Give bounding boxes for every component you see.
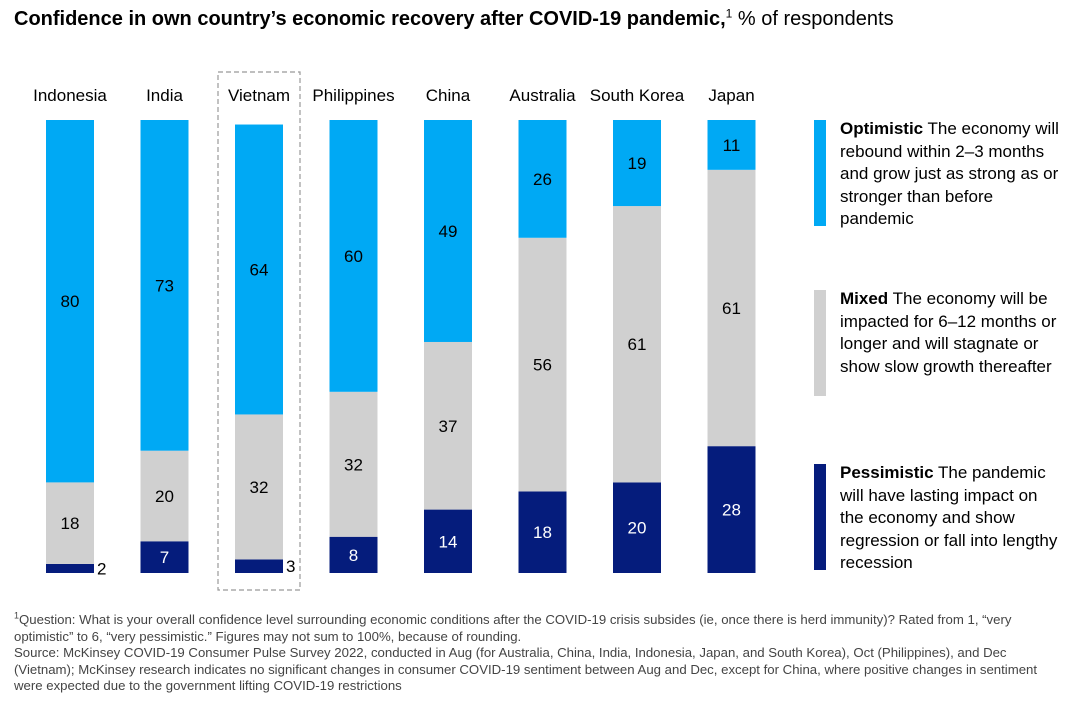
data-label-pessimistic-vietnam: 3 [286, 557, 295, 576]
data-label-pessimistic-philippines: 8 [349, 546, 358, 565]
data-label-optimistic-japan: 11 [723, 136, 741, 155]
source-note: Source: McKinsey COVID-19 Consumer Pulse… [14, 645, 1038, 693]
chart-title-unit: % of respondents [732, 8, 894, 30]
legend-swatch-optimistic [814, 120, 826, 226]
data-label-mixed-indonesia: 18 [61, 514, 80, 533]
bar-segment-mixed-australia [518, 237, 567, 492]
bar-segment-mixed-india [140, 450, 189, 542]
data-label-optimistic-vietnam: 64 [250, 260, 269, 279]
data-label-pessimistic-australia: 18 [533, 523, 552, 542]
stacked-bar-chart: Indonesia 2 18 80 India 7 20 73 Vietnam 3 32 64 Phil… [33, 71, 756, 591]
data-label-optimistic-india: 73 [155, 276, 174, 295]
legend-label-mixed: Mixed [840, 289, 889, 308]
footnotes: 1Question: What is your overall confiden… [14, 610, 1064, 695]
data-label-mixed-japan: 61 [722, 299, 741, 318]
bar-segment-mixed-philippines [329, 391, 378, 537]
bar-segment-optimistic-china [424, 120, 472, 342]
bar-segment-mixed-vietnam [235, 414, 283, 560]
bar-segment-pessimistic-philippines [329, 536, 378, 573]
bar-segment-mixed-indonesia [46, 482, 94, 564]
chart-title: Confidence in own country’s economic rec… [14, 6, 894, 31]
bar-segment-pessimistic-indonesia [46, 563, 94, 573]
bar-segment-mixed-japan [707, 169, 756, 447]
bar-segment-optimistic-indonesia [46, 120, 94, 483]
data-label-optimistic-indonesia: 80 [61, 292, 80, 311]
bar-segment-pessimistic-china [424, 509, 472, 573]
bar-segment-mixed-south-korea [613, 206, 661, 483]
chart-title-main: Confidence in own country’s economic rec… [14, 8, 726, 30]
data-label-pessimistic-china: 14 [439, 532, 458, 551]
data-label-pessimistic-indonesia: 2 [97, 559, 106, 578]
data-label-pessimistic-japan: 28 [722, 501, 741, 520]
category-label-china: China [426, 86, 471, 105]
bar-segment-pessimistic-japan [707, 446, 756, 573]
data-label-optimistic-south-korea: 19 [628, 154, 647, 173]
data-label-optimistic-china: 49 [439, 222, 458, 241]
category-label-india: India [146, 86, 183, 105]
legend-description-mixed: The economy will be impacted for 6–12 mo… [840, 289, 1057, 376]
bar-segment-optimistic-india [140, 120, 189, 451]
bar-segment-optimistic-vietnam [235, 124, 283, 415]
bar-segment-optimistic-south-korea [613, 120, 661, 207]
category-label-australia: Australia [509, 86, 576, 105]
data-label-mixed-south-korea: 61 [628, 335, 647, 354]
category-label-vietnam: Vietnam [228, 86, 290, 105]
data-label-mixed-vietnam: 32 [250, 478, 269, 497]
bar-segment-optimistic-philippines [329, 120, 378, 392]
legend-description-pessimistic: The pandemic will have lasting impact on… [840, 463, 1058, 572]
bar-segment-optimistic-australia [518, 120, 567, 238]
data-label-optimistic-philippines: 60 [344, 247, 363, 266]
data-label-mixed-philippines: 32 [344, 455, 363, 474]
data-label-mixed-china: 37 [439, 417, 458, 436]
category-label-philippines: Philippines [312, 86, 394, 105]
legend-label-pessimistic: Pessimistic [840, 463, 934, 482]
data-label-optimistic-australia: 26 [533, 170, 552, 189]
legend-swatch-mixed [814, 290, 826, 396]
data-label-pessimistic-south-korea: 20 [628, 519, 647, 538]
bar-segment-pessimistic-india [140, 541, 189, 573]
question-footnote-text: Question: What is your overall confidenc… [14, 612, 1012, 644]
chart-title-footnote-marker: 1 [725, 6, 733, 21]
highlight-box-vietnam [217, 71, 301, 591]
footnote-marker: 1 [14, 610, 20, 621]
category-label-indonesia: Indonesia [33, 86, 107, 105]
category-label-japan: Japan [708, 86, 754, 105]
data-label-pessimistic-india: 7 [160, 548, 169, 567]
bar-segment-pessimistic-south-korea [613, 482, 661, 573]
data-label-mixed-india: 20 [155, 487, 174, 506]
category-label-south-korea: South Korea [590, 86, 685, 105]
bar-segment-mixed-china [424, 341, 472, 510]
bar-segment-optimistic-japan [707, 120, 756, 170]
bar-segment-pessimistic-australia [518, 491, 567, 573]
question-footnote: 1Question: What is your overall confiden… [14, 610, 1064, 645]
legend-label-optimistic: Optimistic [840, 119, 924, 138]
legend-description-optimistic: The economy will rebound within 2–3 mont… [840, 119, 1059, 228]
bar-segment-pessimistic-vietnam [235, 559, 283, 573]
legend-swatch-pessimistic [814, 464, 826, 570]
data-label-mixed-australia: 56 [533, 356, 552, 375]
